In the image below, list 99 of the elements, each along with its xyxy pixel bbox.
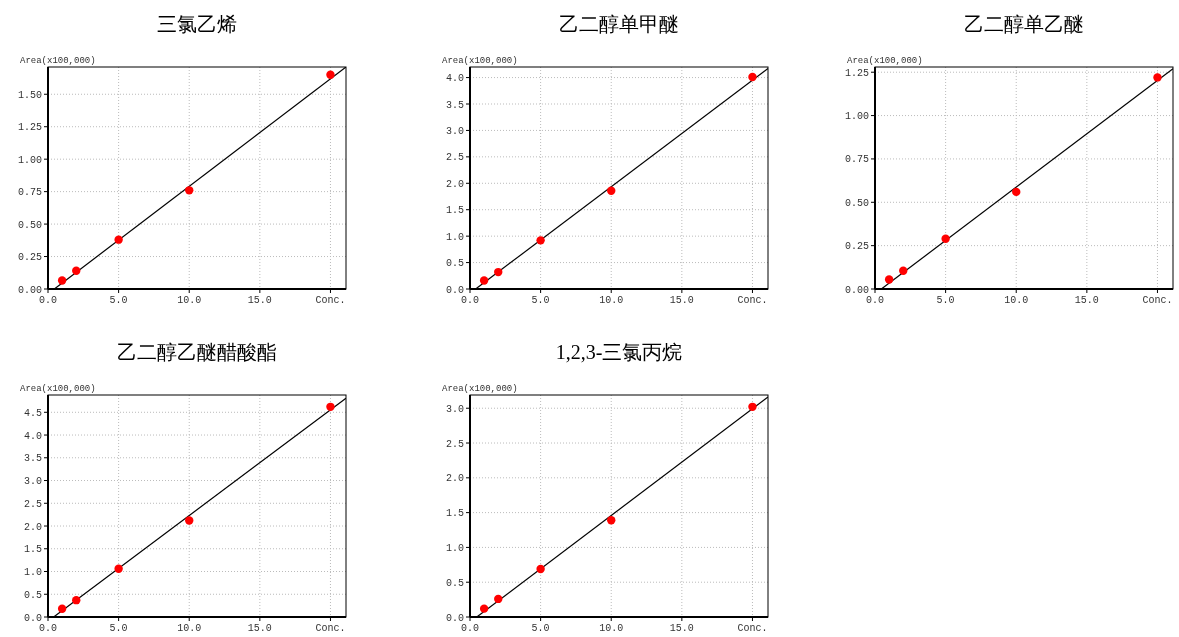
x-tick-label: Conc.: [315, 623, 346, 634]
point: [72, 595, 81, 605]
y-tick-label: 0.0: [23, 612, 42, 624]
x-tick-label: 10.0: [599, 623, 624, 634]
point: [607, 186, 616, 195]
y-axis-title: Area(x100,000): [847, 56, 923, 66]
x-tick-label: 5.0: [531, 623, 550, 634]
point: [899, 266, 908, 275]
point: [536, 564, 545, 574]
y-tick-label: 1.00: [17, 154, 42, 166]
x-tick-label: 5.0: [109, 295, 128, 306]
chart-title: 乙二醇单甲醚: [559, 13, 679, 35]
y-tick-label: 1.00: [844, 111, 869, 123]
x-tick-label: 0.0: [38, 623, 58, 634]
x-tick-label: 10.0: [599, 295, 624, 306]
x-tick-label: 0.0: [460, 623, 480, 634]
y-tick-label: 1.25: [17, 122, 42, 134]
chart-title: 乙二醇乙醚醋酸酯: [117, 341, 277, 363]
y-axis-title: Area(x100,000): [20, 56, 96, 66]
point: [72, 266, 81, 276]
y-tick-label: 0.0: [445, 284, 464, 296]
y-tick-label: 2.5: [445, 152, 464, 164]
y-tick-label: 1.50: [17, 89, 42, 101]
point: [1012, 187, 1021, 197]
y-tick-label: 1.5: [445, 205, 464, 217]
point: [114, 235, 123, 244]
point: [326, 70, 335, 79]
y-tick-label: 1.0: [445, 542, 464, 554]
y-tick-label: 0.0: [445, 612, 464, 624]
x-tick-label: 0.0: [38, 295, 58, 306]
y-tick-label: 2.0: [445, 473, 464, 485]
y-tick-label: 0.50: [844, 197, 869, 209]
y-axis-title: Area(x100,000): [442, 56, 518, 66]
y-tick-label: 0.25: [17, 252, 42, 264]
x-tick-label: 15.0: [669, 295, 694, 306]
y-tick-label: 2.0: [445, 178, 464, 190]
chart-title: 1,2,3-三氯丙烷: [555, 341, 683, 363]
point: [57, 276, 67, 285]
y-tick-label: 0.5: [445, 577, 464, 589]
y-tick-label: 0.00: [844, 284, 869, 296]
x-tick-label: 10.0: [1004, 295, 1029, 306]
x-tick-label: 5.0: [936, 295, 955, 306]
x-tick-label: Conc.: [737, 623, 768, 634]
point: [326, 402, 335, 412]
y-axis-title: Area(x100,000): [442, 384, 518, 394]
y-tick-label: 2.0: [23, 521, 42, 533]
x-tick-label: 15.0: [669, 623, 694, 634]
point: [114, 564, 123, 573]
y-tick-label: 0.50: [17, 219, 42, 231]
y-tick-label: 2.5: [23, 498, 42, 510]
y-tick-label: 0.25: [844, 241, 869, 253]
x-tick-label: 0.0: [460, 295, 480, 306]
y-tick-label: 3.0: [445, 403, 464, 415]
point: [607, 516, 616, 525]
point: [479, 276, 489, 285]
x-tick-label: Conc.: [1142, 295, 1173, 306]
point: [479, 604, 489, 613]
y-tick-label: 2.5: [445, 438, 464, 450]
point: [941, 234, 950, 243]
point: [494, 267, 503, 277]
y-tick-label: 1.0: [23, 567, 42, 579]
x-tick-label: 10.0: [177, 295, 202, 306]
y-tick-label: 1.25: [844, 67, 869, 79]
y-tick-label: 3.5: [23, 453, 42, 465]
y-tick-label: 0.5: [23, 589, 42, 601]
x-tick-label: 5.0: [109, 623, 128, 634]
y-tick-label: 4.0: [445, 73, 464, 85]
point: [185, 516, 194, 525]
y-tick-label: 3.0: [445, 125, 464, 137]
chart-title: 乙二醇单乙醚: [964, 13, 1084, 35]
y-tick-label: 0.75: [844, 154, 869, 166]
y-tick-label: 0.75: [17, 187, 42, 199]
x-tick-label: 15.0: [1074, 295, 1099, 306]
point: [536, 236, 545, 245]
y-tick-label: 1.5: [23, 544, 42, 556]
point: [185, 186, 194, 195]
x-tick-label: Conc.: [315, 295, 346, 306]
y-tick-label: 1.5: [445, 508, 464, 520]
y-tick-label: 1.0: [445, 231, 464, 243]
y-tick-label: 0.00: [17, 284, 42, 296]
x-tick-label: Conc.: [737, 295, 768, 306]
point: [57, 604, 67, 614]
point: [748, 72, 757, 82]
x-tick-label: 5.0: [531, 295, 550, 306]
point: [748, 402, 757, 412]
y-tick-label: 3.5: [445, 99, 464, 111]
x-tick-label: 0.0: [865, 295, 885, 306]
point: [494, 594, 503, 604]
y-tick-label: 3.0: [23, 476, 42, 488]
x-tick-label: 15.0: [247, 623, 272, 634]
y-tick-label: 0.5: [445, 258, 464, 270]
chart-title: 三氯乙烯: [157, 13, 237, 35]
y-axis-title: Area(x100,000): [20, 384, 96, 394]
y-tick-label: 4.0: [23, 430, 42, 442]
point: [1153, 73, 1162, 82]
x-tick-label: 15.0: [247, 295, 272, 306]
point: [884, 275, 894, 284]
y-tick-label: 4.5: [23, 407, 42, 419]
x-tick-label: 10.0: [177, 623, 202, 634]
